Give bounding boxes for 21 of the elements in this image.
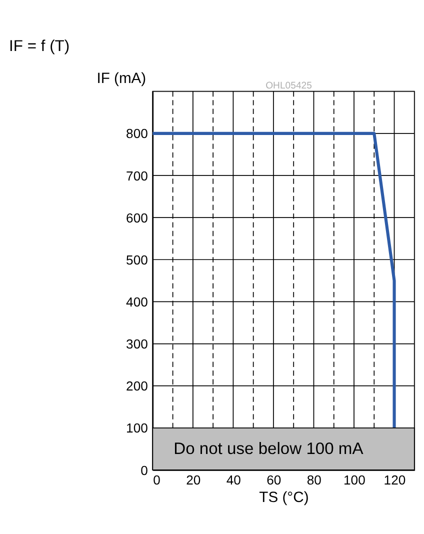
y-tick-label: 400 (126, 294, 148, 310)
x-axis-title: TS (°C) (259, 490, 309, 506)
y-axis-title: IF (mA) (96, 71, 146, 88)
y-tick-label: 500 (126, 252, 148, 268)
x-tick-label: 80 (306, 472, 322, 488)
y-tick-label: 600 (126, 210, 148, 226)
band-label: Do not use below 100 mA (174, 439, 364, 458)
chart-title: IF = f (T) (9, 38, 70, 56)
annotation: OHL05425 (266, 80, 312, 92)
x-tick-label: 20 (186, 472, 201, 488)
y-tick-label: 200 (126, 378, 148, 394)
y-tick-label: 100 (126, 420, 148, 436)
y-tick-label: 800 (126, 126, 148, 142)
x-tick-label: 0 (153, 472, 160, 488)
x-tick-label: 40 (226, 472, 241, 488)
x-tick-label: 100 (344, 472, 366, 488)
y-tick-label: 0 (140, 462, 148, 478)
x-tick-label: 120 (384, 472, 406, 488)
y-tick-label: 700 (126, 168, 148, 184)
x-tick-label: 60 (266, 472, 282, 488)
y-tick-label: 300 (126, 336, 148, 352)
